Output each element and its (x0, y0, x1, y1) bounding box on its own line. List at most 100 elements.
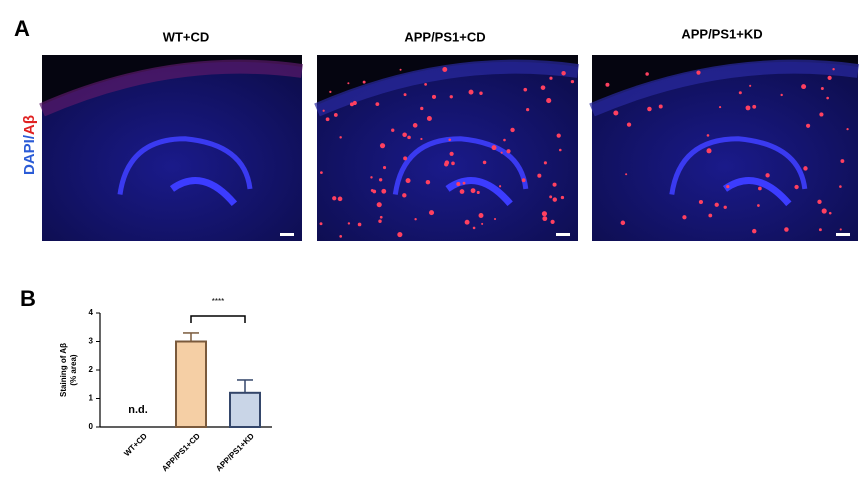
plaque (500, 151, 503, 154)
plaque (558, 148, 562, 152)
plaque (470, 188, 476, 194)
panel-label: B (20, 286, 36, 311)
plaque (357, 222, 362, 227)
plaque (319, 222, 323, 226)
plaque (405, 178, 411, 184)
plaque (718, 106, 722, 109)
plaque (550, 219, 555, 224)
plaque (820, 86, 824, 90)
plaque (402, 132, 407, 138)
plaque (658, 104, 663, 109)
plaque (420, 106, 424, 111)
plaque (613, 110, 619, 116)
dentate (169, 177, 238, 207)
plaque (462, 181, 466, 185)
plaque (541, 211, 548, 217)
plaque (478, 213, 484, 218)
plaque (407, 135, 411, 140)
y-axis-label: Staining of Aβ (59, 343, 68, 397)
plaque (482, 160, 487, 165)
plaque (347, 222, 351, 225)
plaque (561, 71, 566, 76)
plaque (752, 104, 757, 109)
plaque (560, 195, 565, 200)
x-tick-label: APP/PS1+KD (214, 431, 256, 473)
image-title: APP/PS1+KD (681, 26, 762, 41)
y-axis-label: (% area) (69, 354, 78, 385)
plaque (542, 216, 548, 222)
plaque (347, 82, 350, 85)
cortex-band (314, 59, 579, 117)
plaque (431, 94, 437, 99)
bar (229, 391, 261, 428)
plaque (424, 82, 427, 86)
plaque (325, 117, 330, 122)
plaque (370, 176, 373, 179)
plaque (378, 219, 382, 224)
plaque (451, 161, 455, 166)
plaque (846, 127, 849, 131)
plaque (337, 196, 343, 202)
plaque (780, 93, 783, 97)
plaque (459, 189, 465, 194)
y-tick-label: 2 (89, 365, 94, 374)
plaque (817, 199, 822, 204)
dapi-label: DAPI/ (21, 134, 38, 175)
dentate (722, 177, 792, 207)
plaque (397, 231, 403, 238)
image-title: WT+CD (163, 29, 210, 44)
plaque (552, 182, 557, 187)
plaque (425, 179, 431, 185)
plaque (339, 136, 342, 139)
plaque (370, 188, 374, 192)
plaque (526, 108, 530, 112)
plaque (349, 102, 354, 107)
plaque (738, 91, 742, 95)
plaque (403, 93, 407, 97)
plaque (391, 128, 395, 132)
plaque (420, 137, 423, 141)
plaque (399, 68, 402, 71)
plaque (510, 127, 515, 133)
plaque (543, 161, 547, 165)
plaque (840, 159, 845, 163)
plaque (402, 193, 407, 198)
cortex-band (39, 59, 303, 117)
plaque (749, 84, 752, 87)
plaque (605, 82, 610, 87)
plaque (379, 215, 383, 219)
plaque (412, 123, 418, 128)
panel-label: A (14, 16, 30, 41)
x-tick-label: WT+CD (122, 431, 149, 458)
plaque (827, 75, 832, 80)
plaque (472, 226, 476, 230)
plaque (828, 211, 832, 215)
plaque (745, 105, 751, 111)
plaque (476, 190, 480, 194)
plaque (375, 102, 380, 107)
plaque (382, 166, 387, 170)
plaque (479, 91, 483, 95)
significance-bracket (190, 315, 246, 323)
plaque (464, 219, 470, 225)
plaque (442, 67, 448, 72)
plaque (503, 138, 506, 142)
plaque (403, 156, 408, 161)
y-tick-label: 0 (89, 422, 94, 431)
plaque (552, 197, 558, 202)
plaque (765, 173, 770, 178)
plaque (714, 202, 719, 207)
plaque (549, 195, 553, 199)
plaque (696, 70, 701, 75)
plaque (444, 162, 449, 167)
plaque (329, 90, 332, 93)
plaque (414, 218, 417, 221)
plaque (506, 149, 511, 154)
plaque (379, 143, 386, 149)
plaque (378, 178, 383, 182)
scale-bar (556, 233, 570, 236)
plaque (332, 196, 337, 201)
plaque (320, 171, 323, 174)
dark-region (592, 55, 858, 105)
plaque (784, 227, 789, 232)
